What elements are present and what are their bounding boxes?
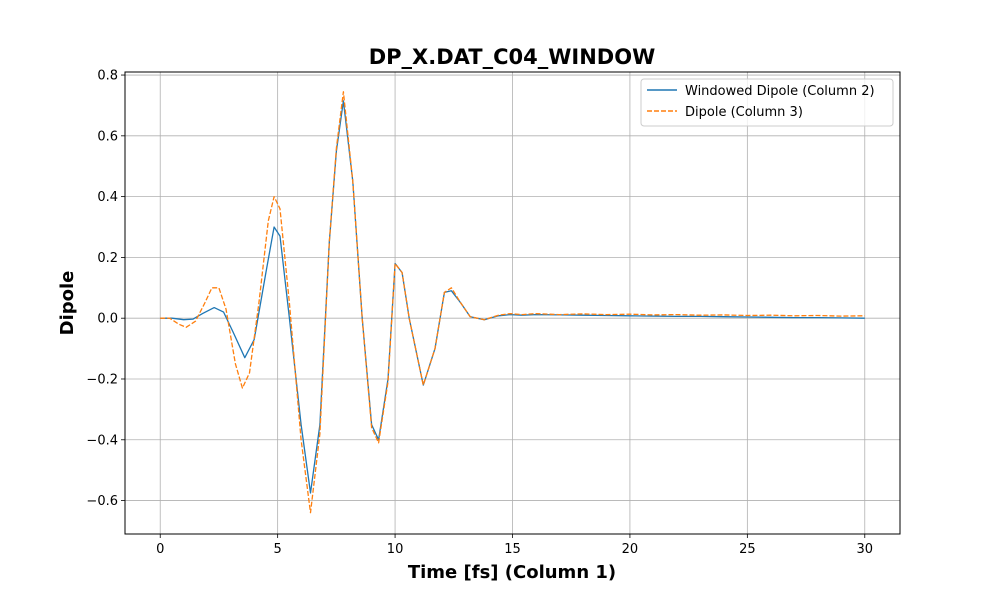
- y-tick-label: 0.4: [97, 190, 118, 205]
- chart-title: DP_X.DAT_C04_WINDOW: [369, 45, 656, 69]
- x-tick-label: 30: [856, 542, 873, 557]
- y-tick-label: −0.4: [86, 433, 118, 448]
- axis-ticks: 0 5 10 15 20 25 30 −0.6 −0.4 −0.2 0.0 0.2 0.4 0.6 0.8: [86, 69, 873, 557]
- legend-label-dipole: Dipole (Column 3): [685, 105, 803, 120]
- series-lines: [160, 91, 865, 514]
- x-tick-label: 10: [387, 542, 404, 557]
- x-axis-label: Time [fs] (Column 1): [408, 562, 616, 583]
- y-tick-label: 0.2: [97, 251, 118, 266]
- series-line-dipole: [160, 91, 865, 514]
- legend: Windowed Dipole (Column 2) Dipole (Colum…: [640, 78, 894, 127]
- y-tick-label: −0.6: [86, 494, 118, 509]
- x-tick-label: 5: [274, 542, 282, 557]
- y-tick-label: 0.0: [97, 312, 118, 327]
- x-tick-label: 20: [622, 542, 639, 557]
- y-tick-label: 0.6: [97, 129, 118, 144]
- legend-box: [640, 78, 894, 127]
- y-axis-label: Dipole: [57, 271, 78, 336]
- y-tick-label: 0.8: [97, 69, 118, 84]
- x-tick-label: 25: [739, 542, 756, 557]
- grid: [125, 72, 900, 534]
- legend-label-windowed-dipole: Windowed Dipole (Column 2): [685, 84, 875, 99]
- x-tick-label: 15: [504, 542, 521, 557]
- x-tick-label: 0: [156, 542, 164, 557]
- y-tick-label: −0.2: [86, 372, 118, 387]
